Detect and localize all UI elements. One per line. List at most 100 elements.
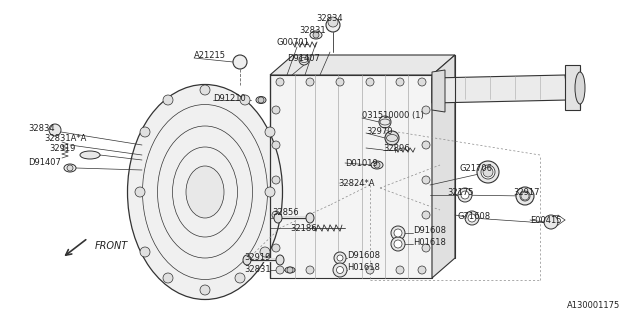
Polygon shape <box>432 75 568 103</box>
Circle shape <box>163 273 173 283</box>
Circle shape <box>265 187 275 197</box>
Ellipse shape <box>394 240 402 248</box>
Circle shape <box>49 124 61 136</box>
Circle shape <box>396 78 404 86</box>
Ellipse shape <box>461 191 469 199</box>
Text: 32831: 32831 <box>300 26 326 35</box>
Text: G71608: G71608 <box>458 212 491 220</box>
Circle shape <box>379 116 391 128</box>
Circle shape <box>258 97 264 103</box>
Ellipse shape <box>276 255 284 265</box>
Circle shape <box>422 211 430 219</box>
Ellipse shape <box>337 255 343 261</box>
Circle shape <box>140 127 150 137</box>
Ellipse shape <box>80 151 100 159</box>
Text: 32824*A: 32824*A <box>338 179 374 188</box>
Text: 32831A*A: 32831A*A <box>44 133 86 142</box>
Text: H01618: H01618 <box>347 263 380 273</box>
Text: G21706: G21706 <box>460 164 493 172</box>
Circle shape <box>260 247 270 257</box>
Ellipse shape <box>310 31 322 39</box>
Circle shape <box>544 215 558 229</box>
Text: A21215: A21215 <box>194 51 226 60</box>
Text: D91608: D91608 <box>413 226 446 235</box>
Ellipse shape <box>333 263 347 277</box>
Circle shape <box>140 247 150 257</box>
Ellipse shape <box>64 164 76 172</box>
Ellipse shape <box>274 213 282 223</box>
Text: 031510000 (1): 031510000 (1) <box>362 110 424 119</box>
Circle shape <box>276 78 284 86</box>
Ellipse shape <box>243 255 251 265</box>
Ellipse shape <box>458 188 472 202</box>
Text: H01618: H01618 <box>413 237 446 246</box>
Circle shape <box>272 106 280 114</box>
Text: G00701: G00701 <box>276 37 309 46</box>
Ellipse shape <box>186 166 224 218</box>
Circle shape <box>422 106 430 114</box>
Circle shape <box>235 273 245 283</box>
Circle shape <box>240 95 250 105</box>
Circle shape <box>272 211 280 219</box>
Ellipse shape <box>477 161 499 183</box>
Circle shape <box>306 78 314 86</box>
Circle shape <box>287 267 293 273</box>
Circle shape <box>265 127 275 137</box>
Circle shape <box>366 78 374 86</box>
Circle shape <box>385 131 399 145</box>
Text: 32856: 32856 <box>272 207 299 217</box>
Text: 32175: 32175 <box>447 188 474 196</box>
Circle shape <box>299 55 309 65</box>
Polygon shape <box>565 65 580 110</box>
Ellipse shape <box>337 267 344 274</box>
Text: 32834: 32834 <box>317 13 343 22</box>
Circle shape <box>422 141 430 149</box>
Circle shape <box>313 32 319 38</box>
Polygon shape <box>270 75 432 278</box>
Circle shape <box>272 244 280 252</box>
Ellipse shape <box>127 84 282 300</box>
Circle shape <box>200 285 210 295</box>
Circle shape <box>200 85 210 95</box>
Ellipse shape <box>468 214 476 222</box>
Circle shape <box>521 192 529 200</box>
Circle shape <box>233 55 247 69</box>
Circle shape <box>336 78 344 86</box>
Circle shape <box>276 266 284 274</box>
Circle shape <box>272 141 280 149</box>
Text: 32896: 32896 <box>383 143 410 153</box>
Text: 32186: 32186 <box>290 223 317 233</box>
Text: D91407: D91407 <box>28 157 61 166</box>
Text: 32919: 32919 <box>49 143 76 153</box>
Ellipse shape <box>256 97 266 103</box>
Circle shape <box>336 266 344 274</box>
Text: D91608: D91608 <box>347 251 380 260</box>
Circle shape <box>163 95 173 105</box>
Ellipse shape <box>481 165 495 179</box>
Text: D91210: D91210 <box>213 93 246 102</box>
Polygon shape <box>270 55 455 75</box>
Polygon shape <box>432 55 455 278</box>
Circle shape <box>374 162 380 168</box>
Ellipse shape <box>285 267 295 273</box>
Text: E00415: E00415 <box>530 215 561 225</box>
Circle shape <box>135 187 145 197</box>
Ellipse shape <box>306 213 314 223</box>
Text: 32917: 32917 <box>513 188 540 196</box>
Circle shape <box>366 266 374 274</box>
Ellipse shape <box>391 226 405 240</box>
Text: FRONT: FRONT <box>95 241 128 251</box>
Text: 32970: 32970 <box>366 126 392 135</box>
Ellipse shape <box>391 237 405 251</box>
Circle shape <box>306 266 314 274</box>
Ellipse shape <box>516 187 534 205</box>
Text: 32831: 32831 <box>244 266 271 275</box>
Circle shape <box>326 18 340 32</box>
Text: 32919: 32919 <box>244 253 270 262</box>
Ellipse shape <box>394 229 402 237</box>
Circle shape <box>272 176 280 184</box>
Polygon shape <box>432 70 445 112</box>
Circle shape <box>418 78 426 86</box>
Text: 32834: 32834 <box>28 124 54 132</box>
Text: D01019: D01019 <box>345 158 378 167</box>
